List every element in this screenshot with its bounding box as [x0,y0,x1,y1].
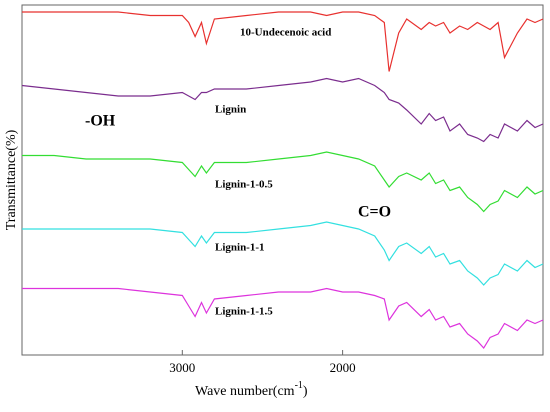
x-axis-label-text: Wave number(cm [195,384,295,399]
spectrum-line [22,151,544,213]
spectrum-line [22,11,544,72]
x-axis-label: Wave number(cm-1) [195,380,308,399]
x-axis-label-close: ) [303,384,308,399]
x-tick-label: 3000 [169,360,195,375]
y-axis-label: Transmittance(%) [4,129,19,230]
series-label: Lignin [215,104,246,116]
x-axis-label-sup: -1 [295,380,303,391]
series-label: Lignin-1-1 [215,242,265,254]
spectrum-line [22,221,544,286]
spectrum-line [22,287,544,349]
series-label: Lignin-1-1.5 [215,306,273,318]
series-label: Lignin-1-0.5 [215,179,273,191]
spectrum-line [21,77,544,143]
annotation: -OH [85,113,116,130]
x-tick-label: 2000 [330,360,356,375]
annotation: C=O [358,204,391,221]
plot-frame [21,4,544,356]
series-label: 10-Undecenoic acid [240,27,331,39]
